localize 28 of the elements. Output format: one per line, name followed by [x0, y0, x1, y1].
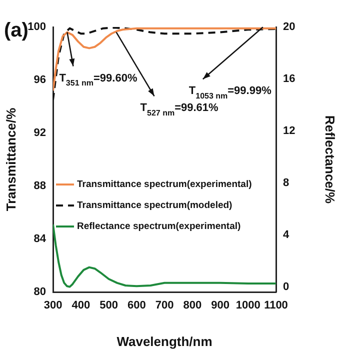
text: (a)	[4, 20, 28, 42]
y-tick-label: 100	[28, 21, 46, 34]
y2-tick-label: 8	[283, 176, 290, 189]
x-tick-label: 600	[127, 300, 146, 312]
legend-label: Transmittance spectrum(experimental)	[77, 179, 252, 190]
x-tick-label: 1100	[264, 300, 288, 312]
x-tick-label: 300	[44, 300, 62, 312]
y-tick-label: 84	[34, 233, 47, 246]
legend-label: Transmittance spectrum(modeled)	[77, 200, 232, 212]
x-tick-label: 800	[183, 300, 202, 312]
x-tick-label: 500	[100, 300, 118, 312]
y-axis-title: Transmittance/%	[3, 107, 18, 212]
y2-tick-label: 16	[283, 72, 296, 85]
y2-axis-title: Reflectance/%	[322, 115, 338, 204]
y-tick-label: 88	[34, 180, 46, 192]
y-tick-label: 96	[34, 74, 46, 86]
y-tick-label: 92	[34, 127, 46, 140]
x-tick-label: 700	[155, 300, 174, 312]
x-axis-title: Wavelength/nm	[116, 334, 212, 349]
y2-tick-label: 0	[283, 280, 290, 293]
y2-tick-label: 20	[283, 21, 296, 34]
x-tick-label: 1000	[236, 300, 260, 312]
y-tick-label: 80	[34, 286, 46, 298]
legend-label: Reflectance spectrum(experimental)	[77, 221, 241, 232]
x-tick-label: 900	[211, 300, 230, 312]
y2-tick-label: 12	[283, 124, 296, 137]
y2-tick-label: 4	[283, 228, 290, 241]
x-tick-label: 400	[72, 300, 90, 312]
